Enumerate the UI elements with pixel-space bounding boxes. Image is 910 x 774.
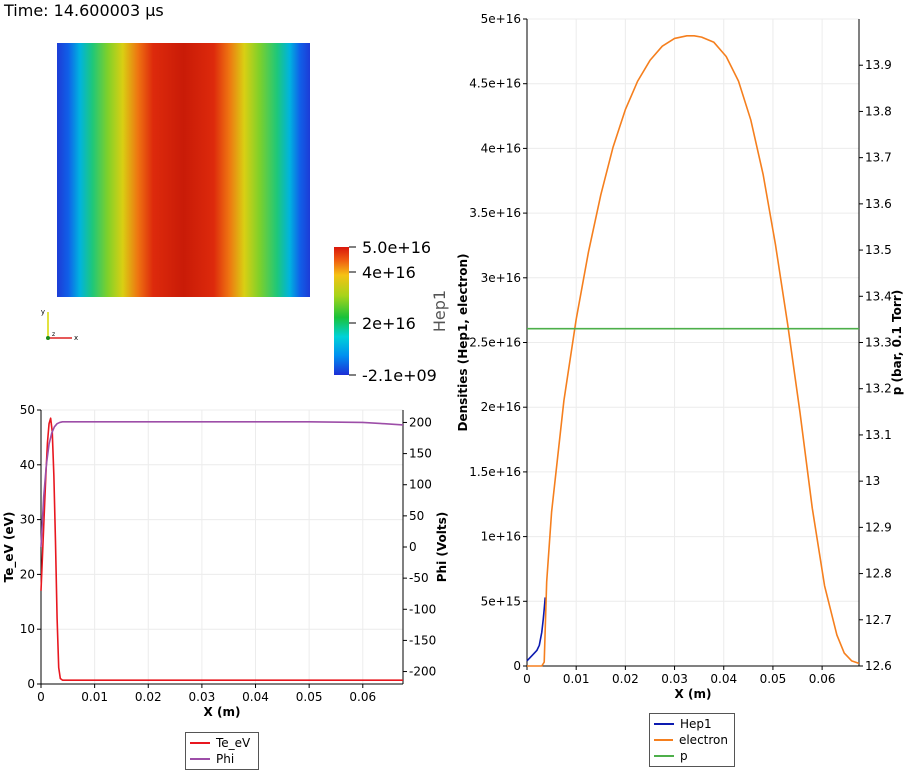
- y2-tick-label: 12.9: [865, 520, 892, 534]
- colorbar: 5.0e+16 4e+16 2e+16 -2.1e+09 Hep1: [334, 238, 449, 385]
- legend-entry[interactable]: Te_eV: [190, 735, 252, 751]
- series-line-electron: [527, 35, 860, 667]
- y2-tick-label: -100: [409, 602, 436, 616]
- densities-legend[interactable]: Hep1 electron p: [649, 713, 735, 767]
- x-tick-label: 0: [37, 690, 45, 704]
- y-tick-label: 30: [20, 513, 35, 527]
- y-tick-label: 5e+16: [481, 12, 521, 26]
- y2-tick-label: 100: [409, 478, 432, 492]
- y-tick-label: 40: [20, 458, 35, 472]
- colorbar-min-label: -2.1e+09: [362, 366, 437, 385]
- x-axis-title: X (m): [675, 687, 712, 701]
- y2-tick-label: 200: [409, 415, 432, 429]
- y-tick-label: 5e+15: [481, 594, 521, 608]
- y-axis-title: Te_eV (eV): [2, 512, 17, 583]
- legend-swatch: [190, 742, 210, 744]
- y2-tick-label: 13.1: [865, 428, 892, 442]
- y-tick-label: 0: [27, 677, 35, 691]
- y2-tick-label: -150: [409, 633, 436, 647]
- y2-axis-title: p (bar, 0.1 Torr): [890, 290, 904, 395]
- series-line-te-ev: [40, 417, 403, 681]
- y-axis-title: Densities (Hep1, electron): [456, 254, 470, 432]
- y2-tick-label: -50: [409, 571, 429, 585]
- y2-tick-label: 13.5: [865, 243, 892, 257]
- colorbar-tick-label: 4e+16: [362, 263, 416, 282]
- legend-entry[interactable]: Phi: [190, 751, 252, 767]
- legend-swatch: [654, 739, 673, 741]
- legend-label: Te_eV: [216, 736, 251, 750]
- x-tick-label: 0.01: [81, 690, 108, 704]
- y-tick-label: 3.5e+16: [469, 206, 521, 220]
- y-tick-label: 50: [20, 403, 35, 417]
- y2-axis-title: Phi (Volts): [435, 512, 449, 582]
- legend-label: Phi: [216, 752, 235, 766]
- y2-tick-label: 12.7: [865, 613, 892, 627]
- legend-entry[interactable]: p: [654, 748, 728, 764]
- y2-tick-label: 13.2: [865, 382, 892, 396]
- y2-tick-label: 13.9: [865, 58, 892, 72]
- y-tick-label: 1.5e+16: [469, 465, 521, 479]
- te-phi-legend[interactable]: Te_eV Phi: [185, 732, 259, 770]
- x-tick-label: 0.02: [612, 672, 639, 686]
- densities-chart[interactable]: 0 0.01 0.02 0.03 0.04 0.05 0.06 0 5e+15 1e+16 1.5e…: [456, 12, 904, 701]
- x-tick-label: 0.05: [296, 690, 323, 704]
- legend-swatch: [190, 758, 210, 760]
- te-phi-chart[interactable]: 0 0.01 0.02 0.03 0.04 0.05 0.06 0 10 20 30 40 50 200 1…: [2, 403, 449, 719]
- y2-tick-label: 12.8: [865, 567, 892, 581]
- colorbar-tick-label: 2e+16: [362, 314, 416, 333]
- colorbar-max-label: 5.0e+16: [362, 238, 431, 257]
- y2-tick-label: 50: [409, 509, 424, 523]
- y-tick-label: 3e+16: [481, 271, 521, 285]
- y-tick-label: 10: [20, 622, 35, 636]
- legend-label: electron: [678, 733, 728, 747]
- axis-x-label: x: [74, 334, 78, 342]
- x-tick-label: 0: [523, 672, 531, 686]
- y2-tick-label: 150: [409, 447, 432, 461]
- series-line-phi: [40, 421, 404, 548]
- x-tick-label: 0.03: [189, 690, 216, 704]
- x-tick-label: 0.05: [760, 672, 787, 686]
- colorbar-gradient: [334, 247, 349, 375]
- orientation-axes-widget: y x z: [41, 308, 78, 342]
- y-tick-label: 1e+16: [481, 530, 521, 544]
- x-tick-label: 0.06: [349, 690, 376, 704]
- x-tick-label: 0.04: [242, 690, 269, 704]
- x-tick-label: 0.06: [809, 672, 836, 686]
- series-line-hep1: [526, 597, 546, 662]
- colorbar-title: Hep1: [430, 290, 449, 332]
- x-tick-label: 0.04: [710, 672, 737, 686]
- legend-entry[interactable]: Hep1: [654, 716, 728, 732]
- y-tick-label: 2e+16: [481, 400, 521, 414]
- axis-y-label: y: [41, 308, 45, 316]
- legend-label: Hep1: [680, 717, 712, 731]
- legend-entry[interactable]: electron: [654, 732, 728, 748]
- y-tick-label: 2.5e+16: [469, 336, 521, 350]
- x-tick-label: 0.03: [661, 672, 688, 686]
- y-tick-label: 20: [20, 567, 35, 581]
- x-tick-label: 0.01: [563, 672, 590, 686]
- y2-tick-label: 13.8: [865, 104, 892, 118]
- y2-tick-label: -200: [409, 665, 436, 679]
- time-label: Time: 14.600003 µs: [4, 1, 164, 20]
- x-axis-title: X (m): [204, 705, 241, 719]
- axis-z-label: z: [52, 331, 55, 338]
- y-tick-label: 4.5e+16: [469, 77, 521, 91]
- y2-tick-label: 0: [409, 540, 417, 554]
- y2-tick-label: 13.6: [865, 197, 892, 211]
- y-tick-label: 0: [513, 659, 521, 673]
- x-tick-label: 0.02: [135, 690, 162, 704]
- y-tick-label: 4e+16: [481, 141, 521, 155]
- y2-tick-label: 12.6: [865, 659, 892, 673]
- y2-tick-label: 13.7: [865, 151, 892, 165]
- y2-tick-label: 13.4: [865, 289, 892, 303]
- legend-swatch: [654, 755, 674, 757]
- legend-label: p: [680, 749, 688, 763]
- field-render-plot[interactable]: [57, 43, 310, 297]
- y2-tick-label: 13.3: [865, 336, 892, 350]
- legend-swatch: [654, 723, 674, 725]
- y2-tick-label: 13: [865, 474, 880, 488]
